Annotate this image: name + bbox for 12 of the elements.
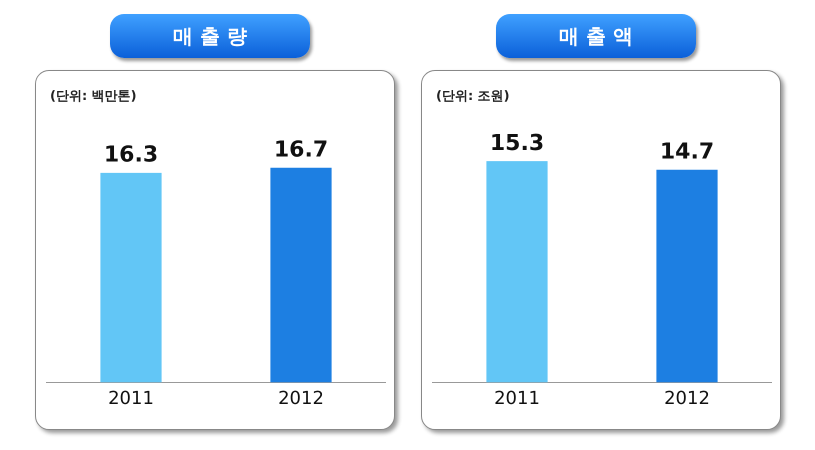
x-tick-label: 2012	[278, 388, 324, 409]
x-tick-label: 2012	[664, 388, 710, 409]
chart-title: 매 출 량	[110, 14, 310, 58]
chart-subtitle: (단위: 백만톤)	[50, 88, 137, 105]
chart-subtitle: (단위: 조원)	[436, 88, 510, 105]
data-label: 14.7	[660, 140, 714, 165]
data-label: 16.3	[104, 142, 158, 168]
data-label: 16.7	[274, 137, 328, 162]
x-tick-label: 2011	[108, 388, 154, 409]
chart-title: 매 출 액	[496, 14, 696, 58]
x-tick-label: 2011	[494, 388, 540, 409]
data-label: 15.3	[490, 130, 544, 156]
